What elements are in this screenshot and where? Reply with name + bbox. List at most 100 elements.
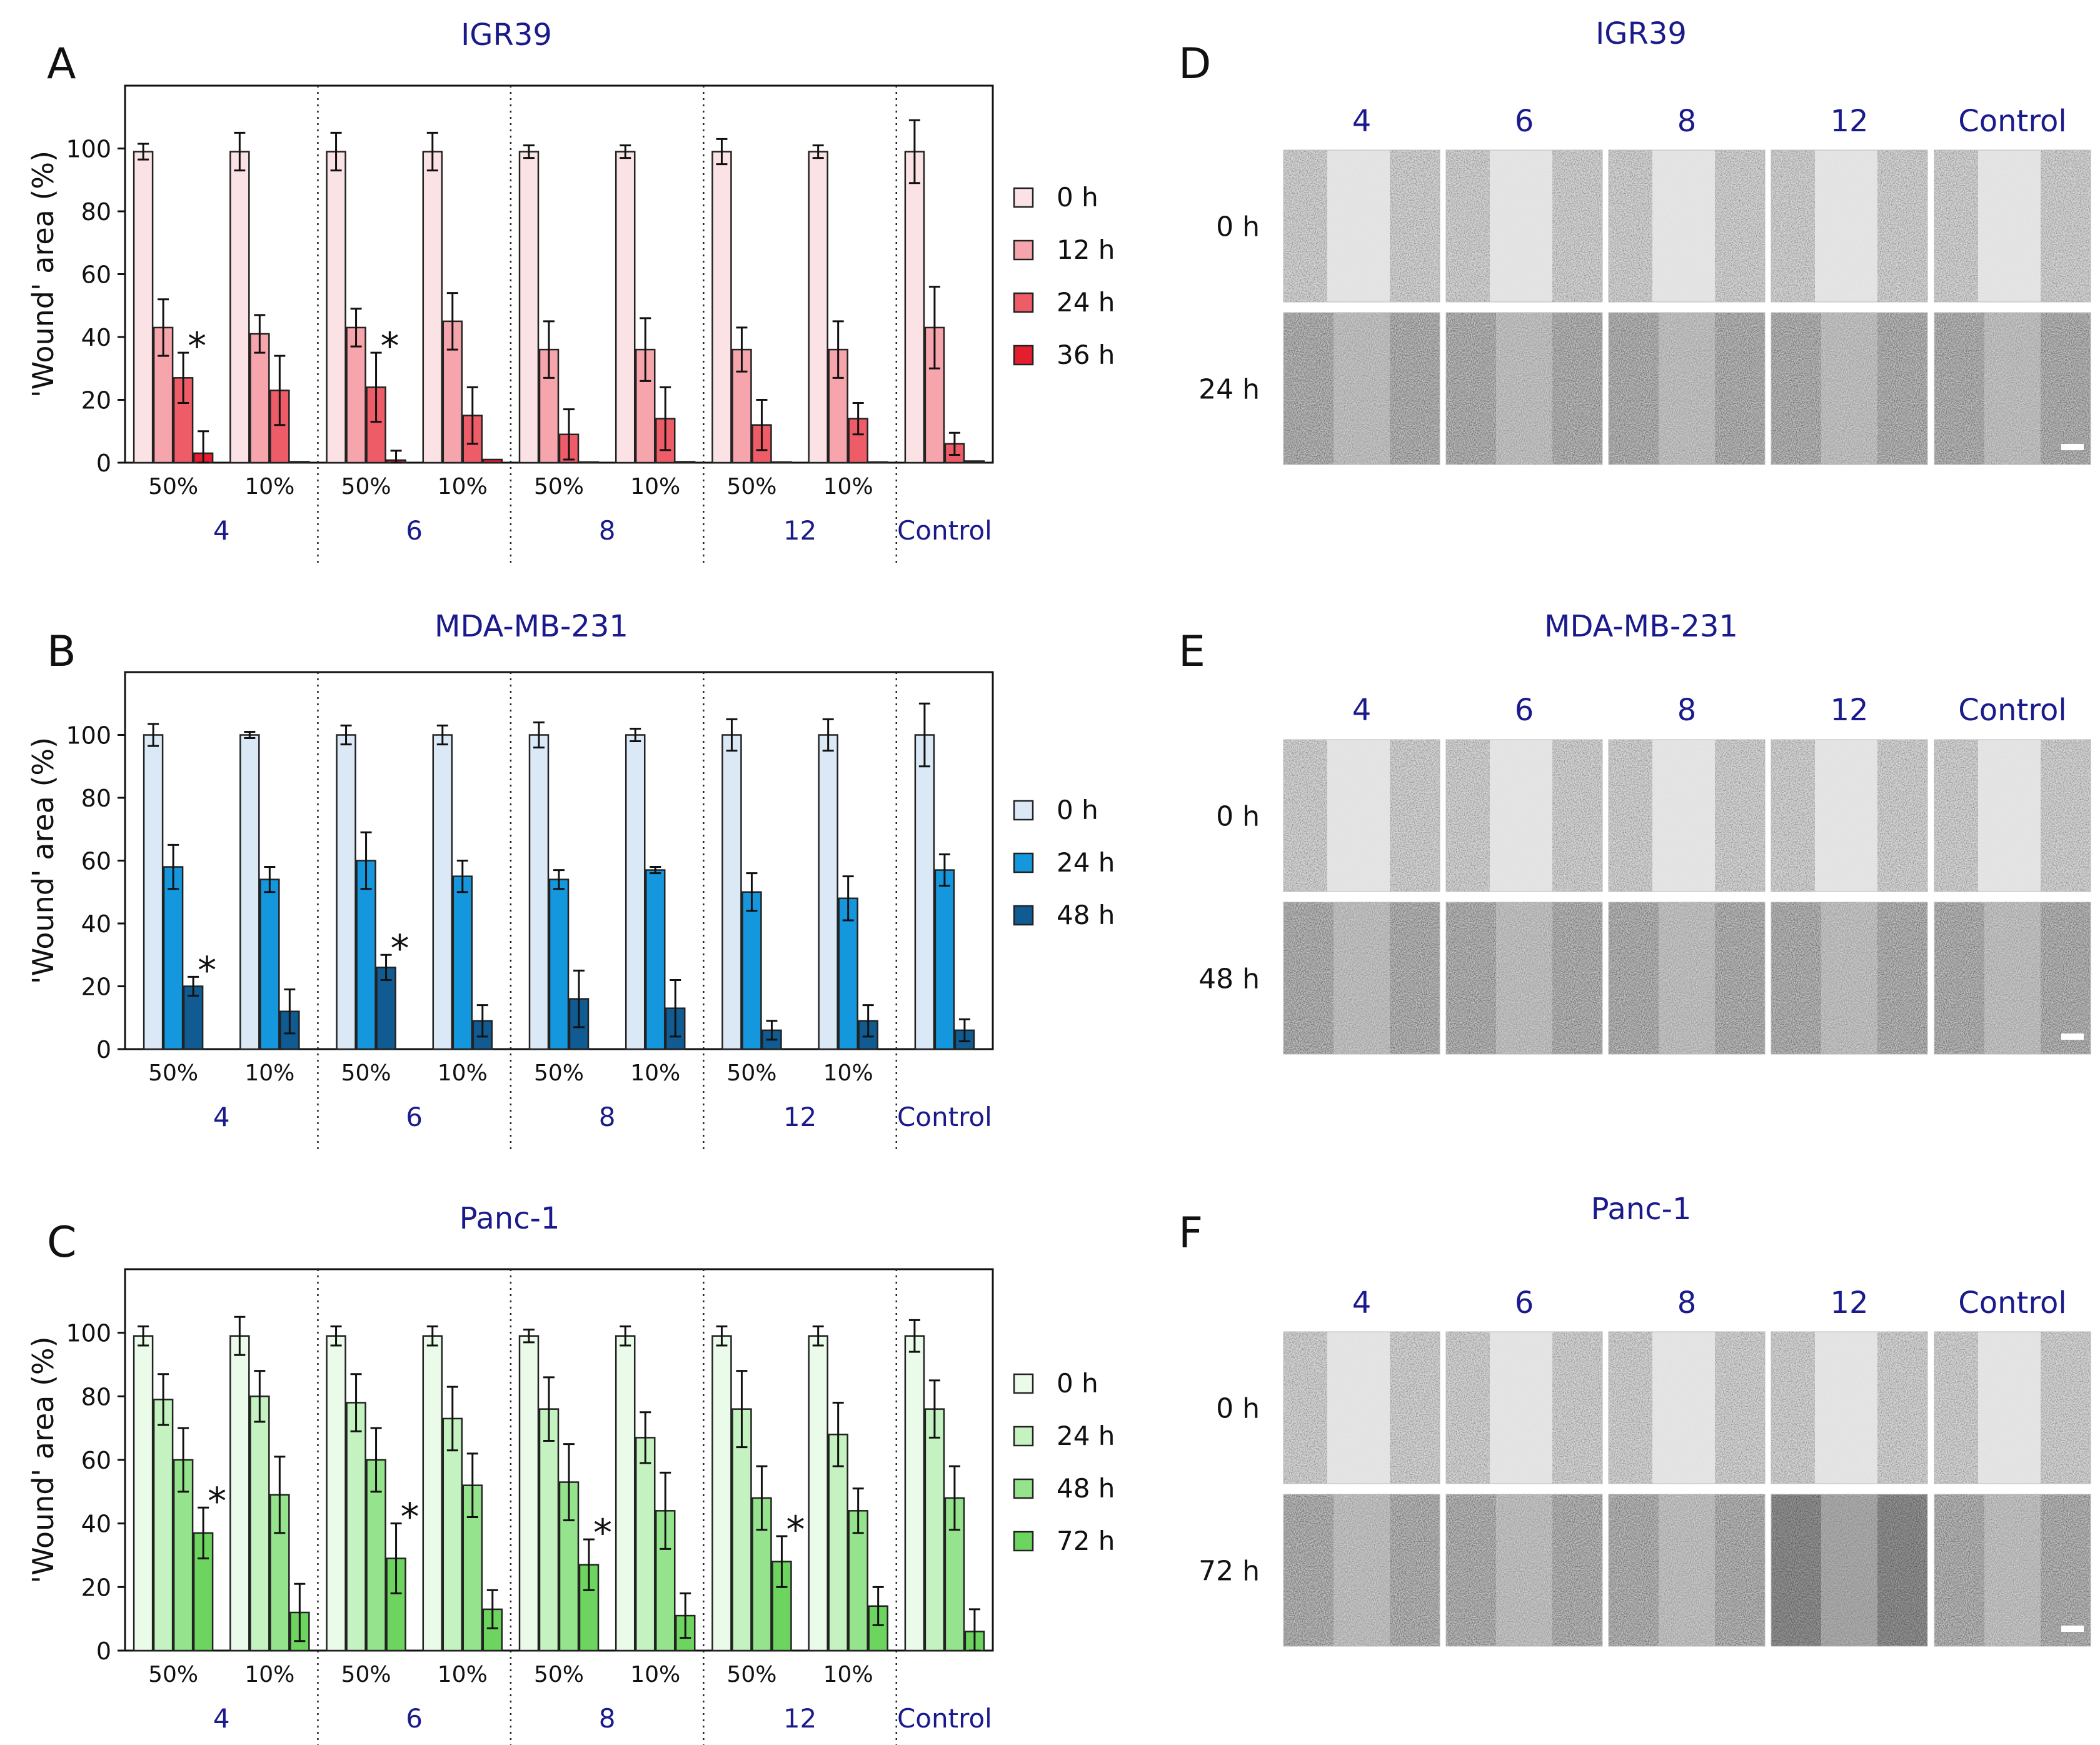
y-tick-label: 40 (81, 1511, 111, 1538)
micrograph-title-f: Panc-1 (1591, 1192, 1692, 1227)
y-tick-label: 100 (66, 1320, 111, 1347)
y-tick-label: 100 (66, 722, 111, 750)
scratch-gap (1327, 150, 1390, 302)
legend-label: 48 h (1057, 1473, 1115, 1504)
bar-72h (868, 1605, 888, 1652)
scratch-gap (1821, 1494, 1877, 1646)
micrograph-image (1771, 1494, 1928, 1647)
x-subcategory-label: 50% (341, 1662, 391, 1687)
legend-swatch (1013, 344, 1034, 366)
bar-24h (924, 1408, 945, 1652)
bar-0h (808, 151, 828, 464)
micrograph-image (1608, 149, 1766, 303)
micrograph-row-label: 72 h (1198, 1556, 1260, 1587)
x-group-label: Control (897, 1102, 992, 1132)
micrograph-image (1608, 1494, 1766, 1647)
legend-swatch (1013, 1426, 1034, 1447)
bar-0h (711, 151, 732, 464)
bar-0h (336, 734, 356, 1050)
bar-12h (828, 348, 848, 464)
micrograph-image (1771, 312, 1928, 465)
x-subcategory-label: 10% (438, 474, 488, 500)
micrograph-image (1283, 1331, 1440, 1484)
bar-36h (289, 461, 310, 464)
bar-24h (442, 1417, 463, 1652)
legend-swatch (1013, 187, 1034, 208)
bar-24h (346, 1402, 366, 1652)
micrograph-column-label: Control (1958, 1285, 2067, 1320)
micrograph-image (1445, 312, 1603, 465)
y-axis-label: 'Wound' area (%) (26, 1336, 60, 1583)
micrograph-image (1934, 1331, 2091, 1484)
bar-24h (153, 1399, 174, 1652)
scratch-gap (1652, 740, 1715, 892)
scratch-gap (1659, 902, 1715, 1054)
y-tick-label: 0 (96, 450, 111, 477)
scratch-gap (1821, 313, 1877, 465)
legend-swatch (1013, 905, 1034, 926)
micrograph-column-label: 12 (1830, 693, 1868, 728)
legend-label: 12 h (1057, 234, 1115, 265)
x-group-label: Control (897, 515, 992, 546)
bar-24h (635, 1437, 656, 1652)
micrograph-image (1445, 902, 1603, 1055)
y-tick-label: 20 (81, 1574, 111, 1601)
bar-36h (868, 461, 888, 464)
bar-chart-b: 0 20 40 60 80 100'Wound' area (%) 50% 10% 50% 10%… (26, 671, 1115, 1152)
micrograph-column-label: 8 (1677, 1285, 1697, 1320)
micrograph-grid-e: 4 6 8 12 Control 0 h 48 h (1198, 693, 2091, 1055)
scratch-gap (1334, 313, 1390, 465)
micrograph-grid-d: 4 6 8 12 Control 0 h 24 h (1198, 104, 2091, 465)
y-tick-label: 80 (81, 1383, 111, 1411)
micrograph-title-d: IGR39 (1595, 16, 1687, 51)
x-subcategory-label: 50% (534, 1662, 584, 1687)
scratch-gap (1978, 1332, 2041, 1484)
bar-24h (452, 875, 473, 1050)
panel-label-f: F (1178, 1209, 1203, 1258)
micrograph-image (1771, 1331, 1928, 1484)
x-group-label: 8 (599, 1703, 616, 1734)
panel-label-a: A (47, 39, 76, 89)
x-group-label: 6 (406, 1703, 423, 1734)
micrograph-image (1445, 739, 1603, 892)
micrograph-image (1608, 902, 1766, 1055)
x-subcategory-label: 50% (341, 474, 391, 500)
bar-0h (808, 1335, 828, 1652)
x-subcategory-label: 10% (630, 474, 680, 500)
y-tick-label: 0 (96, 1637, 111, 1665)
scratch-gap (1659, 313, 1715, 465)
x-subcategory-label: 50% (341, 1060, 391, 1086)
scratch-gap (1652, 150, 1715, 302)
panel-label-c: C (47, 1218, 76, 1267)
significance-marker: * (786, 1508, 805, 1552)
scratch-gap (1334, 902, 1390, 1054)
micrograph-row-label: 24 h (1198, 374, 1260, 406)
y-tick-label: 40 (81, 910, 111, 938)
bar-36h (675, 461, 696, 464)
bar-0h (326, 1335, 346, 1652)
bar-24h (741, 891, 762, 1050)
x-group-label: 8 (599, 515, 616, 546)
scratch-gap (1984, 902, 2041, 1054)
micrograph-image (1608, 312, 1766, 465)
x-subcategory-label: 50% (148, 1060, 198, 1086)
micrograph-image (1771, 739, 1928, 892)
bar-48h (848, 1510, 868, 1652)
legend-label: 24 h (1057, 287, 1115, 318)
x-subcategory-label: 10% (244, 474, 294, 500)
micrograph-column-label: 8 (1677, 693, 1697, 728)
y-tick-label: 80 (81, 198, 111, 226)
micrograph-image (1771, 149, 1928, 303)
micrograph-image (1283, 312, 1440, 465)
bar-0h (229, 1335, 250, 1652)
bar-0h (818, 734, 838, 1050)
scratch-gap (1815, 1332, 1877, 1484)
y-tick-label: 60 (81, 1447, 111, 1474)
scratch-gap (1496, 902, 1552, 1054)
micrograph-column-label: Control (1958, 104, 2067, 139)
x-subcategory-label: 50% (148, 1662, 198, 1687)
bar-48h (366, 1459, 386, 1652)
significance-marker: * (198, 948, 216, 992)
bar-24h (828, 1434, 848, 1652)
